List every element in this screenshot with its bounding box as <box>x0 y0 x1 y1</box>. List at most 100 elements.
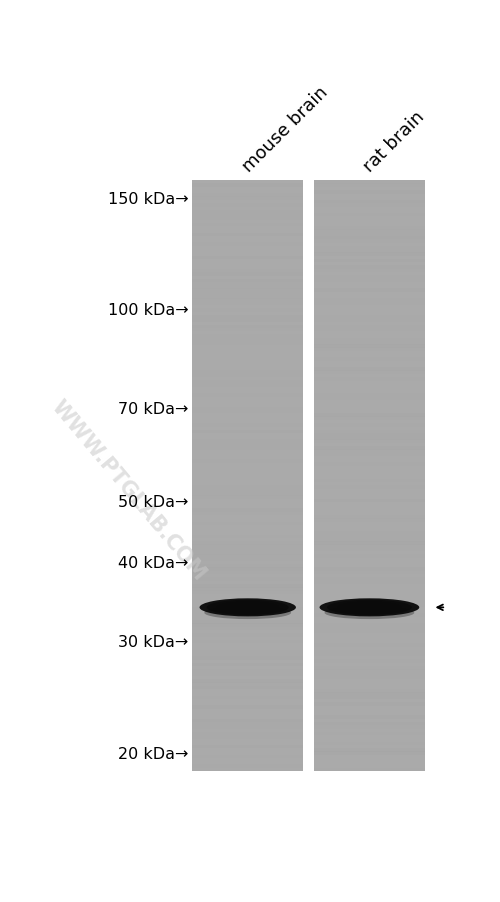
Bar <box>192 669 303 673</box>
Bar <box>192 719 303 723</box>
Bar <box>314 709 425 713</box>
Bar <box>314 577 425 581</box>
Bar <box>314 659 425 663</box>
Bar <box>192 244 303 247</box>
Bar <box>314 541 425 545</box>
Bar <box>192 371 303 374</box>
Bar <box>192 424 303 428</box>
Text: 50 kDa→: 50 kDa→ <box>118 494 188 509</box>
Text: WWW.PTGLAB.COM: WWW.PTGLAB.COM <box>48 396 209 584</box>
Bar <box>192 725 303 729</box>
Bar <box>192 768 303 771</box>
Bar <box>314 755 425 759</box>
Bar <box>314 433 425 437</box>
Bar <box>192 322 303 326</box>
Bar <box>314 597 425 601</box>
Bar <box>192 637 303 640</box>
Bar <box>314 410 425 414</box>
Bar <box>314 234 425 237</box>
Bar <box>314 282 425 286</box>
Bar <box>192 407 303 410</box>
Bar <box>192 446 303 450</box>
Bar <box>192 509 303 512</box>
Bar <box>192 519 303 522</box>
Ellipse shape <box>204 607 291 620</box>
Bar <box>314 381 425 384</box>
Bar <box>192 234 303 237</box>
Bar <box>314 388 425 391</box>
Bar <box>314 276 425 280</box>
Bar <box>314 545 425 548</box>
Bar <box>192 226 303 230</box>
Bar <box>192 591 303 594</box>
Bar <box>314 489 425 492</box>
Bar <box>192 663 303 667</box>
Bar <box>314 633 425 637</box>
Bar <box>314 391 425 394</box>
Bar <box>314 722 425 725</box>
Bar <box>314 230 425 234</box>
Bar <box>314 368 425 372</box>
Bar <box>192 453 303 456</box>
Bar <box>192 220 303 224</box>
Bar <box>314 184 425 188</box>
Bar <box>192 282 303 286</box>
Bar <box>314 318 425 322</box>
Bar <box>314 414 425 418</box>
Bar <box>314 364 425 368</box>
Bar <box>314 551 425 555</box>
Bar <box>314 713 425 716</box>
Bar <box>192 739 303 742</box>
Bar <box>314 538 425 542</box>
Bar <box>192 535 303 538</box>
Bar <box>192 722 303 725</box>
Bar <box>314 424 425 428</box>
Bar <box>314 296 425 299</box>
Bar <box>192 397 303 400</box>
Bar <box>314 335 425 338</box>
Bar <box>314 289 425 292</box>
Bar <box>192 364 303 368</box>
Bar <box>192 755 303 759</box>
Bar <box>314 496 425 500</box>
Bar <box>314 194 425 198</box>
Bar <box>314 719 425 723</box>
Bar <box>192 479 303 483</box>
Ellipse shape <box>216 602 279 613</box>
Bar <box>314 342 425 345</box>
Bar <box>192 194 303 198</box>
Bar <box>192 417 303 420</box>
Bar <box>314 581 425 584</box>
Bar <box>192 270 303 273</box>
Bar <box>314 440 425 444</box>
Text: 30 kDa→: 30 kDa→ <box>118 635 188 649</box>
Bar <box>192 391 303 394</box>
Bar <box>314 558 425 562</box>
Bar <box>314 453 425 456</box>
Bar <box>314 345 425 348</box>
Bar <box>314 715 425 719</box>
Bar <box>192 433 303 437</box>
Bar <box>192 686 303 689</box>
Bar <box>314 446 425 450</box>
Bar <box>192 296 303 299</box>
Bar <box>314 226 425 230</box>
Bar <box>192 613 303 617</box>
Bar <box>192 230 303 234</box>
Bar <box>192 683 303 686</box>
Bar <box>192 693 303 696</box>
Bar <box>192 584 303 588</box>
Bar <box>314 657 425 660</box>
Bar <box>192 312 303 316</box>
Bar <box>192 505 303 509</box>
Bar <box>192 522 303 526</box>
Bar <box>314 456 425 460</box>
Ellipse shape <box>337 602 402 613</box>
Bar <box>192 735 303 739</box>
Bar <box>314 627 425 630</box>
Text: 150 kDa→: 150 kDa→ <box>108 191 188 207</box>
Bar <box>314 332 425 336</box>
Bar <box>192 469 303 473</box>
Bar <box>192 316 303 319</box>
Bar <box>192 545 303 548</box>
